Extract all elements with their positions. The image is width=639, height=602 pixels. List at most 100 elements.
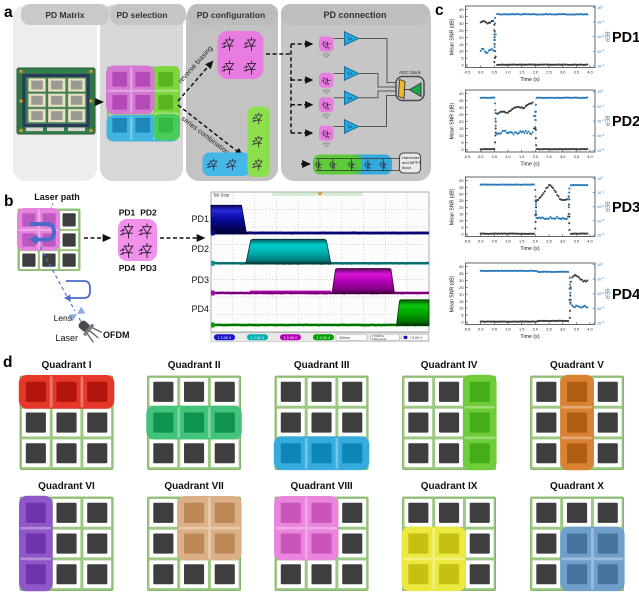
svg-text:400ms: 400ms: [339, 336, 350, 340]
svg-text:35: 35: [459, 185, 463, 190]
svg-text:4.0: 4.0: [587, 70, 593, 75]
svg-text:25: 25: [459, 28, 463, 33]
svg-text:-0.5: -0.5: [464, 239, 471, 244]
svg-text:1.0: 1.0: [505, 70, 511, 75]
svg-text:4.0: 4.0: [587, 154, 593, 159]
svg-text:0: 0: [461, 147, 464, 152]
svg-text:Quadrant I: Quadrant I: [41, 360, 91, 371]
svg-text:3.0: 3.0: [560, 154, 566, 159]
svg-text:10-1: 10-1: [597, 103, 604, 108]
svg-text:Time (s): Time (s): [520, 77, 539, 83]
svg-text:1.5: 1.5: [519, 327, 524, 332]
svg-text:30: 30: [459, 192, 464, 197]
svg-text:1.5: 1.5: [519, 154, 524, 159]
svg-text:25: 25: [459, 112, 463, 117]
svg-text:Time (s): Time (s): [520, 334, 539, 340]
svg-text:10: 10: [459, 133, 464, 138]
svg-text:0.5: 0.5: [492, 239, 497, 244]
svg-text:/ 0.00 V: / 0.00 V: [410, 336, 423, 340]
svg-text:1.5: 1.5: [519, 70, 524, 75]
svg-text:0.5: 0.5: [492, 327, 497, 332]
svg-text:Quadrant IV: Quadrant IV: [421, 360, 478, 371]
svg-text:15: 15: [459, 299, 463, 304]
svg-text:3.5: 3.5: [574, 70, 579, 75]
svg-text:1.5: 1.5: [519, 239, 524, 244]
svg-text:30: 30: [459, 21, 464, 26]
svg-text:PD Matrix: PD Matrix: [45, 10, 84, 20]
svg-text:10-4: 10-4: [597, 63, 604, 68]
svg-text:TIA: TIA: [347, 37, 353, 41]
svg-text:BER: BER: [604, 288, 610, 299]
svg-text:5: 5: [461, 225, 463, 230]
svg-text:10: 10: [459, 306, 464, 311]
svg-text:40: 40: [459, 178, 464, 183]
svg-text:PD2: PD2: [140, 208, 157, 218]
svg-text:TIA: TIA: [347, 125, 353, 129]
svg-text:35: 35: [459, 14, 463, 19]
svg-text:Quadrant VII: Quadrant VII: [164, 481, 224, 492]
svg-text:35: 35: [459, 98, 463, 103]
svg-text:2.0: 2.0: [533, 239, 539, 244]
svg-text:10-3: 10-3: [597, 306, 604, 311]
svg-text:30: 30: [459, 278, 464, 283]
svg-text:Quadrant VIII: Quadrant VIII: [290, 481, 352, 492]
svg-text:Time (s): Time (s): [520, 246, 539, 252]
svg-text:2.5: 2.5: [546, 327, 551, 332]
svg-text:20: 20: [459, 119, 464, 124]
svg-text:1.0: 1.0: [505, 154, 511, 159]
svg-text:0.0: 0.0: [478, 327, 484, 332]
svg-text:10-1: 10-1: [597, 19, 604, 24]
svg-text:Quadrant V: Quadrant V: [550, 360, 604, 371]
svg-text:block: block: [402, 165, 411, 170]
svg-text:20: 20: [459, 35, 464, 40]
svg-text:2.5: 2.5: [546, 239, 551, 244]
svg-text:5: 5: [461, 313, 463, 318]
svg-text:Quadrant II: Quadrant II: [168, 360, 221, 371]
svg-text:10-2: 10-2: [597, 118, 604, 123]
svg-text:0.0: 0.0: [478, 239, 484, 244]
svg-text:1 2.00 V: 1 2.00 V: [284, 336, 298, 340]
svg-text:Time (s): Time (s): [520, 162, 539, 168]
svg-text:PD4: PD4: [191, 304, 209, 314]
svg-text:PD3: PD3: [191, 275, 209, 285]
svg-text:Mean SNR (dB): Mean SNR (dB): [450, 102, 456, 139]
svg-text:PD1: PD1: [119, 208, 136, 218]
svg-text:PD3: PD3: [612, 200, 639, 216]
svg-text:2.0: 2.0: [533, 154, 539, 159]
svg-text:15: 15: [459, 212, 463, 217]
svg-text:30: 30: [459, 105, 464, 110]
svg-text:10-3: 10-3: [597, 49, 604, 54]
svg-text:2.5: 2.5: [546, 154, 551, 159]
svg-text:3.5: 3.5: [574, 239, 579, 244]
svg-text:PD configuration: PD configuration: [197, 10, 265, 20]
svg-text:Tek Stop: Tek Stop: [213, 193, 230, 198]
svg-text:PD connection: PD connection: [323, 10, 386, 20]
svg-text:PD1: PD1: [191, 214, 209, 224]
svg-text:10-1: 10-1: [597, 276, 604, 281]
svg-text:0: 0: [461, 232, 464, 237]
svg-text:3.0: 3.0: [560, 239, 566, 244]
svg-text:5: 5: [461, 140, 463, 145]
svg-text:0.0: 0.0: [478, 154, 484, 159]
svg-text:40: 40: [459, 7, 464, 12]
svg-text:10-4: 10-4: [597, 320, 604, 325]
svg-text:15: 15: [459, 126, 463, 131]
svg-text:Quadrant IX: Quadrant IX: [421, 481, 478, 492]
svg-text:Quadrant X: Quadrant X: [550, 481, 604, 492]
svg-text:PD selection: PD selection: [116, 10, 167, 20]
svg-text:Harvester: Harvester: [402, 155, 420, 160]
svg-text:0.5: 0.5: [492, 70, 497, 75]
svg-text:BER: BER: [604, 31, 610, 42]
svg-text:Mean SNR (dB): Mean SNR (dB): [450, 275, 456, 312]
svg-text:1.0: 1.0: [505, 327, 511, 332]
svg-text:1 2.00 V: 1 2.00 V: [218, 336, 232, 340]
svg-text:3.5: 3.5: [574, 327, 579, 332]
svg-text:10-3: 10-3: [597, 218, 604, 223]
svg-text:Laser: Laser: [55, 333, 78, 343]
svg-text:2.50MS/s: 2.50MS/s: [372, 334, 385, 338]
svg-text:3.5: 3.5: [574, 154, 579, 159]
svg-text:PD4: PD4: [119, 263, 136, 273]
svg-text:BER: BER: [604, 116, 610, 127]
svg-text:TIA: TIA: [347, 96, 353, 100]
svg-text:10-3: 10-3: [597, 133, 604, 138]
